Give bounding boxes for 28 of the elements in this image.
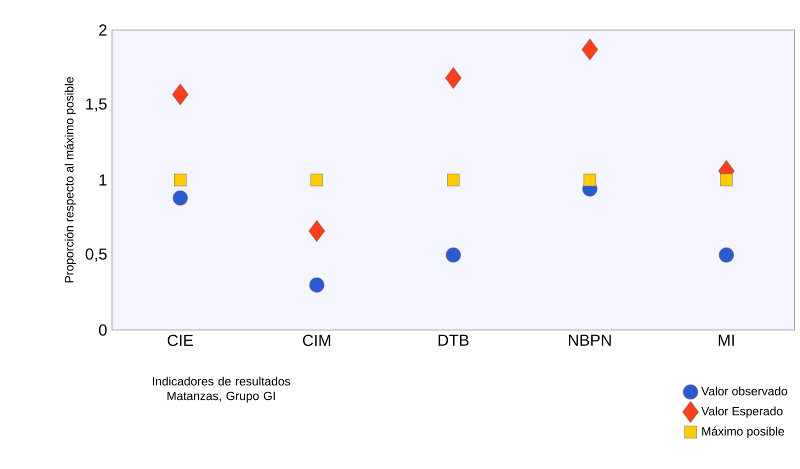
x-axis-title: Indicadores de resultados Matanzas, Grupo GI xyxy=(152,376,290,403)
point xyxy=(172,190,188,206)
legend-label: Valor observado xyxy=(701,386,788,396)
point xyxy=(584,174,596,186)
point xyxy=(174,174,187,186)
x-tick-label: MI xyxy=(718,334,734,346)
x-tick-label: DTB xyxy=(438,334,468,346)
y-tick-label: 0,5 xyxy=(86,248,107,262)
x-tick-label: CIM xyxy=(302,334,330,346)
point xyxy=(720,174,733,186)
point xyxy=(447,174,460,186)
point xyxy=(445,67,462,89)
x-tick-label: CIE xyxy=(168,334,193,346)
y-axis-title: Proporción respecto al máximo posible xyxy=(64,77,76,282)
point xyxy=(308,220,326,242)
point xyxy=(718,247,734,263)
y-tick-label: 2 xyxy=(99,24,106,36)
point xyxy=(172,84,189,106)
point xyxy=(310,174,324,186)
x-tick-label: NBPN xyxy=(568,334,611,346)
legend-label: Máximo posible xyxy=(702,426,784,438)
point xyxy=(446,247,461,263)
y-tick-label: 1,5 xyxy=(86,98,107,112)
y-tick-label: 0 xyxy=(99,324,107,336)
point xyxy=(582,38,598,60)
legend-label: Valor Esperado xyxy=(701,406,783,418)
y-tick-label: 1 xyxy=(100,174,107,186)
point xyxy=(309,277,324,293)
